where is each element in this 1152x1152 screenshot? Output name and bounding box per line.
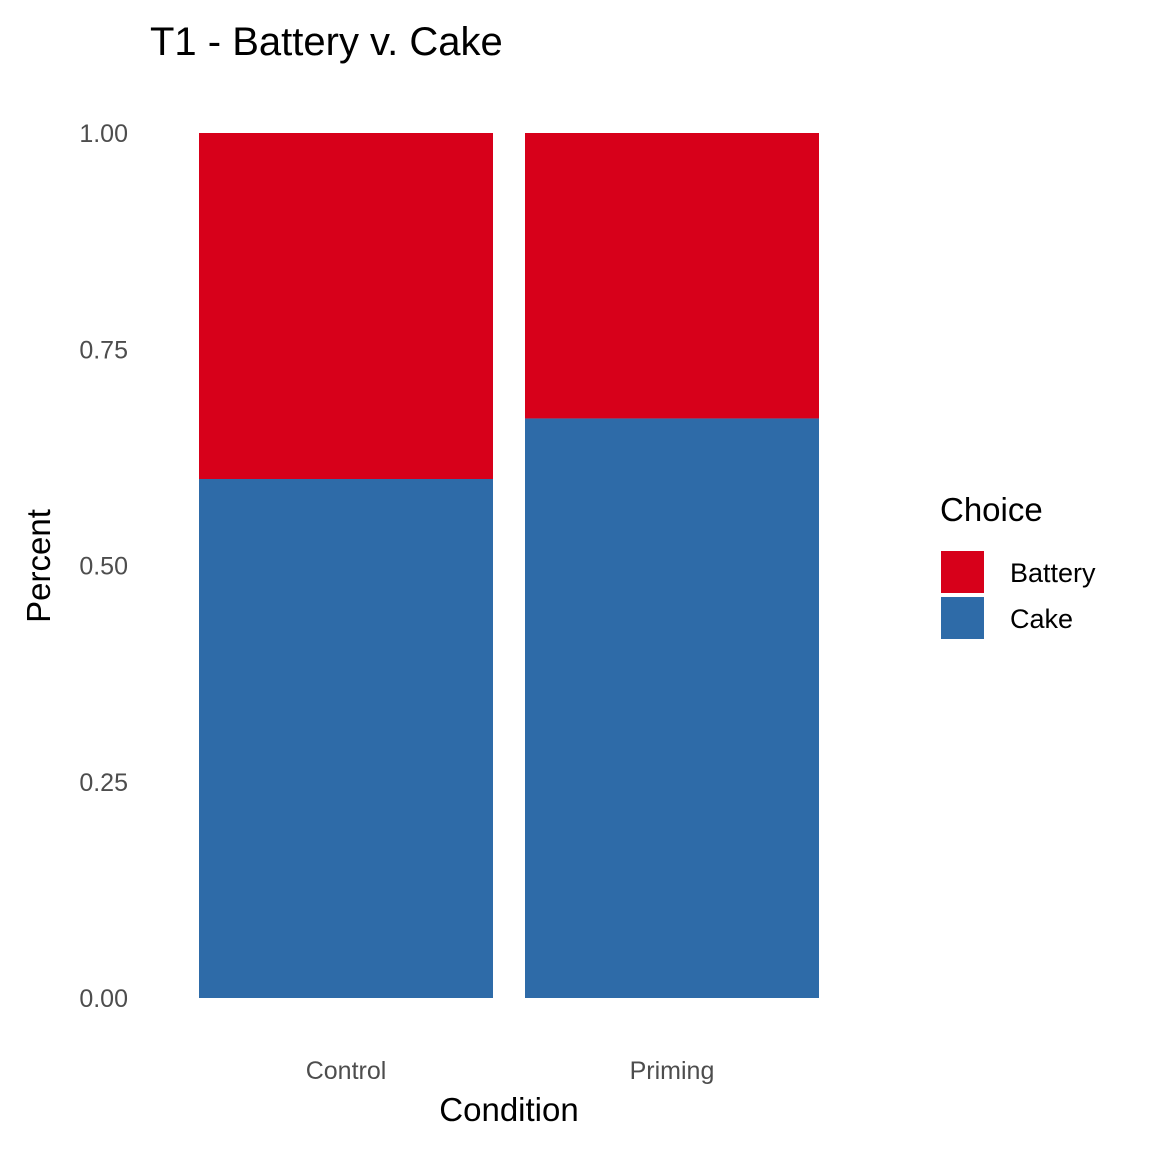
bar-priming-cake [525,418,819,998]
y-tick-label: 0.75 [79,336,128,364]
legend-key-battery [941,551,984,593]
x-tick-label: Control [306,1057,387,1085]
legend-key-cake [941,597,984,639]
y-tick-label: 0.50 [79,553,128,581]
y-tick-label: 0.00 [79,985,128,1013]
legend-label-battery: Battery [1010,558,1096,588]
x-axis-title: Condition [439,1091,578,1128]
y-axis-title: Percent [20,509,57,623]
bar-control-cake [199,479,493,998]
x-tick-label: Priming [630,1057,715,1085]
bar-control-battery [199,133,493,479]
legend-title: Choice [940,491,1043,528]
bars [199,133,819,998]
chart-title: T1 - Battery v. Cake [150,20,503,64]
y-tick-label: 0.25 [79,769,128,797]
legend-label-cake: Cake [1010,604,1073,634]
x-axis-ticks: Control Priming [306,1057,715,1085]
legend: Choice Battery Cake [940,491,1096,639]
legend-items: Battery Cake [941,551,1096,639]
y-axis-ticks: 0.00 0.25 0.50 0.75 1.00 [79,120,128,1013]
y-tick-label: 1.00 [79,120,128,148]
bar-priming-battery [525,133,819,419]
